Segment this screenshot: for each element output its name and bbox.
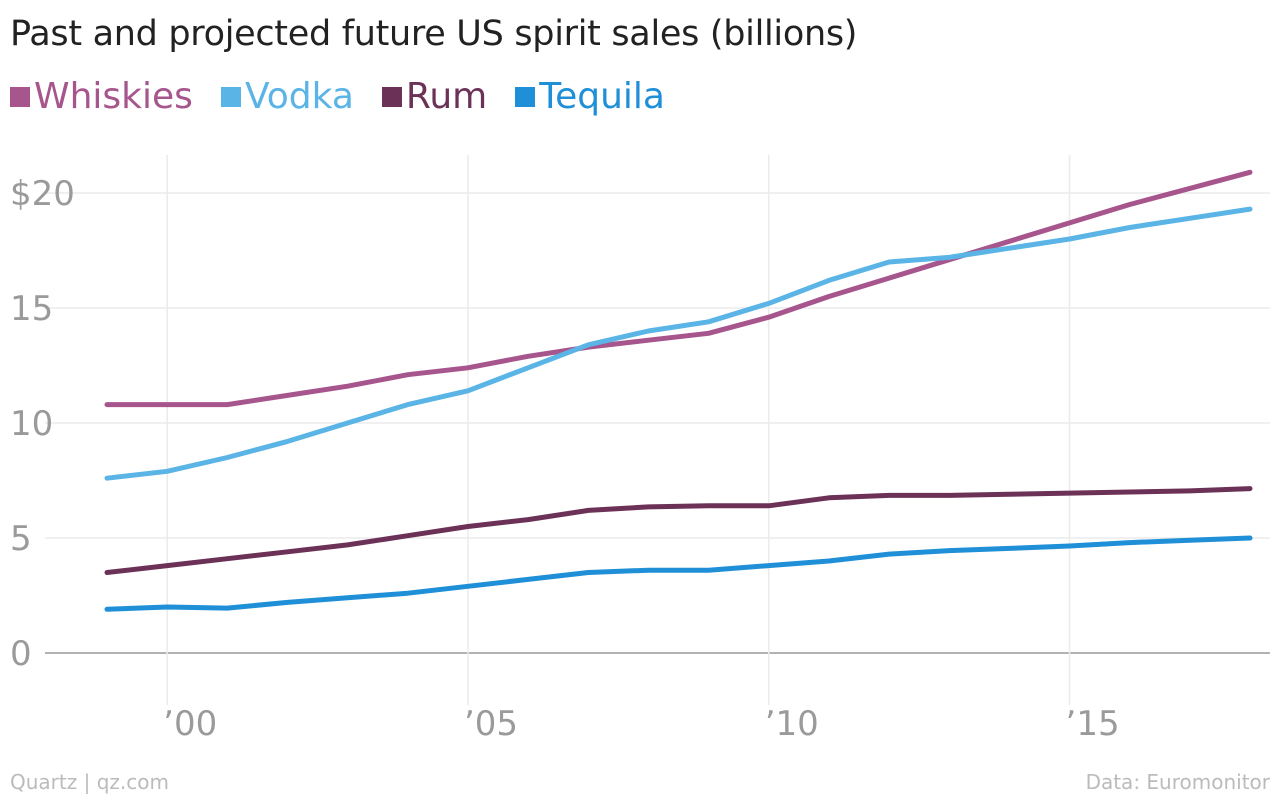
chart-title: Past and projected future US spirit sale… bbox=[10, 14, 858, 54]
legend-item-whiskies: Whiskies bbox=[10, 76, 193, 117]
x-tick-label: ’10 bbox=[765, 704, 819, 744]
x-tick-label: ’05 bbox=[464, 704, 518, 744]
legend: Whiskies Vodka Rum Tequila bbox=[10, 76, 693, 117]
legend-swatch-vodka bbox=[220, 86, 241, 107]
legend-item-vodka: Vodka bbox=[220, 76, 354, 117]
legend-label-tequila: Tequila bbox=[539, 76, 665, 117]
y-tick-label: 15 bbox=[10, 289, 53, 329]
legend-label-whiskies: Whiskies bbox=[34, 76, 193, 117]
y-tick-label: 5 bbox=[10, 519, 32, 559]
data-source: Data: Euromonitor bbox=[1085, 770, 1270, 794]
legend-swatch-rum bbox=[381, 86, 402, 107]
y-tick-label: 10 bbox=[10, 404, 53, 444]
y-axis-ticks: 0 5 10 15 $20 bbox=[10, 174, 75, 674]
legend-label-rum: Rum bbox=[405, 76, 488, 117]
x-tick-label: ’15 bbox=[1066, 704, 1120, 744]
legend-label-vodka: Vodka bbox=[244, 76, 354, 117]
y-tick-label: 0 bbox=[10, 634, 32, 674]
legend-swatch-tequila bbox=[515, 86, 536, 107]
legend-item-tequila: Tequila bbox=[515, 76, 665, 117]
x-tick-label: ’00 bbox=[163, 704, 217, 744]
series-line-vodka bbox=[104, 206, 1253, 481]
y-tick-label: $20 bbox=[10, 174, 75, 214]
legend-swatch-whiskies bbox=[10, 86, 30, 107]
series-line-whiskies bbox=[104, 169, 1253, 408]
series-line-rum bbox=[104, 486, 1253, 575]
source-credit: Quartz | qz.com bbox=[10, 770, 169, 794]
series-line-tequila bbox=[104, 535, 1253, 612]
series-lines bbox=[104, 169, 1253, 612]
x-axis-ticks: ’00 ’05 ’10 ’15 bbox=[163, 704, 1119, 744]
gridlines bbox=[45, 155, 1270, 705]
legend-item-rum: Rum bbox=[381, 76, 488, 117]
